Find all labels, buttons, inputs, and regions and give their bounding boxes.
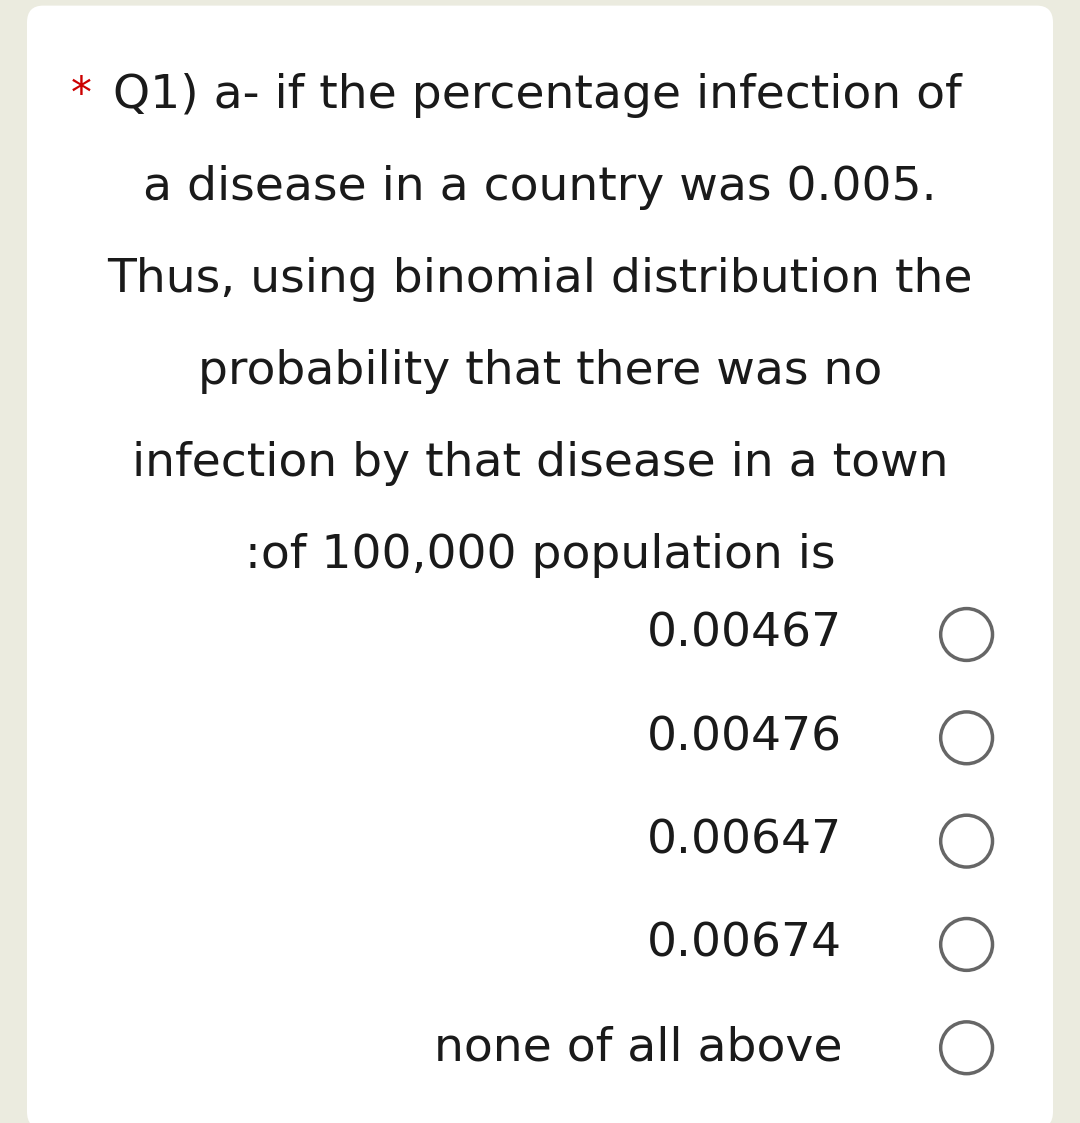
Text: 0.00476: 0.00476 [647,715,842,760]
Text: 0.00647: 0.00647 [647,819,842,864]
Text: 0.00467: 0.00467 [647,612,842,657]
Text: :of 100,000 population is: :of 100,000 population is [245,533,835,578]
Text: probability that there was no: probability that there was no [198,349,882,394]
Text: *: * [70,74,92,117]
Text: none of all above: none of all above [434,1025,842,1070]
Text: Thus, using binomial distribution the: Thus, using binomial distribution the [107,257,973,302]
Text: infection by that disease in a town: infection by that disease in a town [132,441,948,486]
Text: Q1) a- if the percentage infection of: Q1) a- if the percentage infection of [113,73,962,118]
Text: a disease in a country was 0.005.: a disease in a country was 0.005. [144,165,936,210]
Text: 0.00674: 0.00674 [647,922,842,967]
